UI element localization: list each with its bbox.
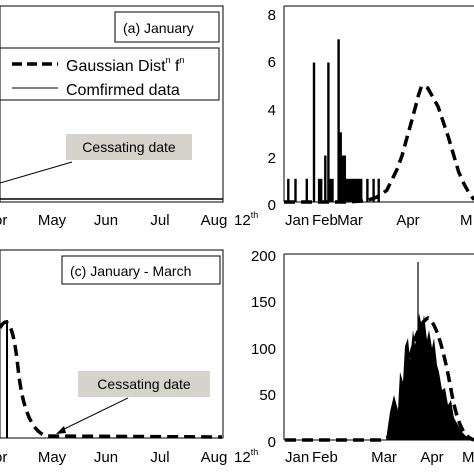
panel-b-bar [305, 178, 308, 203]
panel-a-annotation: Cessating date [82, 139, 176, 155]
panel-b-ytick-0: 0 [268, 197, 276, 214]
panel-b-bar [329, 178, 332, 203]
panel-d-xtick-jan: Jan [285, 449, 309, 466]
panel-a-annotation-box [66, 134, 192, 160]
panel-c-xtick-4: Aug [201, 449, 228, 466]
panel-d-ytick-50: 50 [259, 387, 276, 404]
panel-b-xtick-mar: Mar [337, 212, 363, 229]
panel-c-xtick-0: or [0, 449, 7, 466]
panel-d-gaussian-curve [285, 316, 474, 442]
panel-c-end-label-sup: th [251, 447, 259, 457]
panel-a-end-label-main: 12 [234, 212, 251, 229]
panel-b-bar [358, 178, 361, 203]
panel-c-xtick-2: Jun [94, 449, 118, 466]
panel-b-bar [287, 178, 290, 203]
panel-b-xtick-feb: Feb [312, 212, 338, 229]
panel-c-gaussian-curve [0, 320, 223, 439]
panel-a-end-label-sup: th [251, 210, 259, 220]
panel-c-annotation-box [78, 371, 210, 397]
panel-a-frame [0, 5, 224, 203]
panel-c-end-label-main: 12 [234, 449, 251, 466]
panel-b-bar [327, 62, 330, 202]
panel-c-frame [0, 249, 224, 439]
panel-b-ytick-6: 6 [268, 54, 276, 71]
panel-b-ytick-2: 2 [268, 150, 276, 167]
panel-b-gaussian-curve [284, 83, 474, 204]
panel-b-xtick-jan: Jan [285, 212, 309, 229]
legend-entry-gaussian: Gaussian Distn fn [66, 55, 185, 75]
panel-a-xtick-4: Aug [201, 212, 228, 229]
panel-c-label-box [61, 255, 221, 285]
panel-c-end-label: 12th [234, 447, 258, 466]
legend-gaussian-mid: f [171, 58, 180, 75]
panel-b-bar [351, 178, 355, 203]
panel-a-annotation-arrow [0, 161, 73, 184]
panel-b-bar [377, 178, 380, 203]
panel-a-xtick-3: Jul [150, 212, 169, 229]
legend-entry-confirmed: Comfirmed data [66, 82, 180, 99]
panel-b-xtick-apr: Apr [396, 212, 419, 229]
panel-d-ytick-200: 200 [251, 248, 276, 265]
panel-b-bar [341, 155, 344, 202]
panel-b: 8 6 4 2 0 Jan Feb Mar Apr M [268, 5, 474, 229]
panel-b-bar [324, 155, 327, 202]
legend-box [0, 47, 220, 101]
panel-a: (a) January Gaussian Distn fn Comfirmed … [0, 5, 258, 229]
panel-b-bar [372, 178, 375, 203]
panel-c-label: (c) January - March [70, 263, 191, 279]
panel-d-ytick-0: 0 [268, 434, 276, 451]
panel-a-xtick-2: Jun [94, 212, 118, 229]
panel-b-ytick-4: 4 [268, 102, 276, 119]
panel-b-bar [355, 178, 359, 203]
legend-gaussian-sup2: n [180, 55, 185, 65]
panel-a-end-label: 12th [234, 210, 258, 229]
panel-b-bar [345, 178, 348, 203]
legend-gaussian-sup1: n [166, 55, 171, 65]
panel-c-annotation: Cessating date [97, 376, 191, 392]
panel-a-xtick-0: or [0, 212, 7, 229]
panel-c: (c) January - March Cessating date or Ma… [0, 249, 258, 466]
legend-gaussian-main: Gaussian Dist [66, 58, 166, 75]
panel-b-bar [360, 178, 363, 203]
panel-c-xtick-3: Jul [150, 449, 169, 466]
panel-d-bars [386, 313, 470, 440]
panel-d-xtick-m: M [462, 449, 474, 466]
panel-c-arrowhead [56, 426, 66, 434]
panel-a-label: (a) January [123, 20, 194, 36]
panel-b-bars [287, 39, 380, 203]
panel-d-ytick-150: 150 [251, 294, 276, 311]
panel-b-bar [294, 178, 297, 203]
panel-b-bar [349, 178, 353, 203]
panel-d: 200 150 100 50 0 Jan Feb Mar Apr M [251, 248, 474, 466]
panel-b-bar [312, 62, 316, 202]
panel-c-xtick-1: May [38, 449, 67, 466]
panel-b-ytick-8: 8 [268, 7, 276, 24]
panel-a-label-box [114, 11, 220, 43]
panel-b-bar [353, 178, 357, 203]
panel-b-bar [337, 39, 340, 203]
panel-b-xtick-m: M [460, 212, 473, 229]
panel-c-annotation-arrow [59, 397, 129, 432]
panel-b-bar [366, 178, 369, 203]
panel-d-ytick-100: 100 [251, 341, 276, 358]
panel-d-xtick-apr: Apr [420, 449, 443, 466]
panel-d-xtick-feb: Feb [312, 449, 338, 466]
panel-b-bar [339, 132, 342, 203]
panel-b-bar [331, 178, 334, 203]
panel-a-xtick-1: May [38, 212, 67, 229]
panel-b-bar [317, 178, 321, 203]
panel-b-bar [347, 178, 351, 203]
panel-b-bar [343, 155, 346, 202]
panel-d-xtick-mar: Mar [371, 449, 397, 466]
panel-b-bar [320, 178, 323, 203]
